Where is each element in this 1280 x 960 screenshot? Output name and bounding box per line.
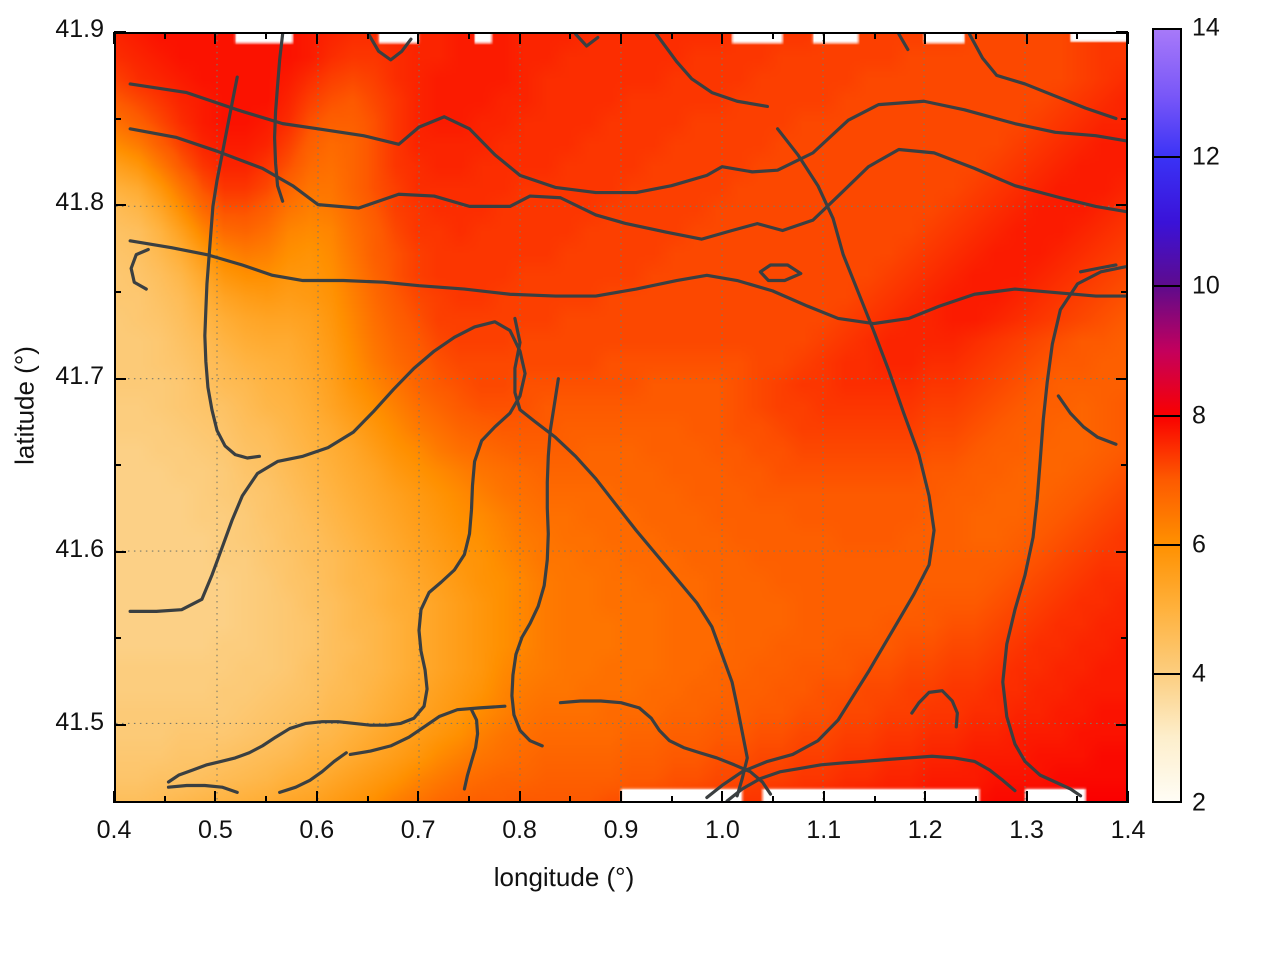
- y-tick-major-right: [1116, 31, 1128, 33]
- x-tick-minor-top: [670, 32, 673, 39]
- x-tick-minor-top: [974, 32, 977, 39]
- y-tick-major: [114, 31, 126, 33]
- x-tick-major-top: [721, 32, 724, 44]
- y-tick-major: [114, 377, 126, 380]
- x-tick-major: [417, 791, 420, 803]
- x-tick-minor: [467, 796, 470, 803]
- colorbar-tick-label: 4: [1192, 659, 1206, 688]
- colorbar-tick-label: 14: [1192, 13, 1220, 42]
- x-tick-minor: [772, 796, 775, 803]
- y-tick-major: [114, 204, 126, 207]
- x-tick-major-top: [113, 32, 115, 44]
- x-tick-label: 0.9: [603, 816, 639, 844]
- x-tick-label: 1.4: [1110, 816, 1146, 844]
- x-tick-major: [214, 791, 217, 803]
- x-tick-minor-top: [163, 32, 166, 39]
- x-tick-label: 1.1: [806, 816, 842, 844]
- x-axis-title: longitude (°): [493, 862, 635, 892]
- x-tick-label: 0.8: [502, 816, 537, 844]
- x-tick-label: 0.7: [400, 816, 436, 844]
- colorbar-tick: [1152, 156, 1182, 159]
- y-tick-minor: [114, 117, 121, 120]
- x-tick-major: [113, 791, 115, 803]
- y-tick-major: [114, 724, 126, 727]
- x-tick-major-top: [620, 32, 622, 44]
- x-tick-major: [721, 791, 724, 803]
- grid-lines: [116, 34, 1126, 801]
- y-tick-major-right: [1116, 377, 1128, 380]
- y-tick-label: 41.8: [55, 188, 104, 217]
- colorbar-tick-label: 8: [1192, 401, 1206, 429]
- colorbar-tick-label: 6: [1192, 530, 1206, 559]
- colorbar-tick: [1152, 543, 1182, 546]
- x-tick-minor: [670, 796, 673, 803]
- y-axis-title: latitude (°): [9, 346, 40, 465]
- x-tick-major-top: [924, 32, 927, 44]
- x-tick-minor-top: [467, 32, 470, 39]
- y-tick-minor: [114, 290, 121, 293]
- y-tick-major: [114, 550, 126, 553]
- heatmap-plot-area: [114, 32, 1128, 803]
- x-tick-minor: [366, 796, 369, 803]
- y-tick-label: 41.6: [55, 534, 104, 563]
- y-tick-major-right: [1116, 724, 1128, 727]
- x-tick-minor-top: [1076, 32, 1079, 39]
- x-tick-label: 1.3: [1009, 816, 1044, 844]
- x-tick-major: [1127, 791, 1129, 803]
- x-tick-major-top: [214, 32, 217, 44]
- colorbar-tick: [1152, 414, 1182, 417]
- x-tick-minor-top: [366, 32, 369, 39]
- contour-lines: [128, 34, 1126, 801]
- colorbar-tick-label: 2: [1192, 788, 1206, 817]
- y-tick-label: 41.9: [55, 15, 104, 43]
- y-tick-major-right: [1116, 204, 1128, 207]
- x-tick-major-top: [1127, 32, 1129, 44]
- x-tick-major: [1025, 791, 1028, 803]
- x-tick-minor: [163, 796, 166, 803]
- x-tick-minor: [569, 796, 572, 803]
- y-tick-minor-right: [1121, 464, 1128, 467]
- x-tick-major-top: [518, 32, 521, 44]
- x-tick-minor: [1076, 796, 1079, 803]
- x-tick-label: 0.5: [198, 816, 233, 844]
- y-tick-major-right: [1116, 550, 1128, 553]
- y-tick-minor-right: [1121, 117, 1128, 120]
- x-tick-label: 0.6: [299, 816, 335, 844]
- x-tick-major: [822, 791, 825, 803]
- colorbar-tick-label: 10: [1192, 271, 1220, 300]
- y-tick-minor-right: [1121, 637, 1128, 640]
- x-tick-major: [518, 791, 521, 803]
- x-tick-label: 1.0: [705, 816, 740, 844]
- y-tick-label: 41.7: [55, 361, 104, 390]
- y-tick-label: 41.5: [55, 708, 104, 737]
- x-tick-minor-top: [265, 32, 268, 39]
- y-tick-minor: [114, 464, 121, 467]
- colorbar-tick-label: 12: [1192, 142, 1220, 171]
- x-tick-minor: [873, 796, 876, 803]
- x-tick-minor-top: [772, 32, 775, 39]
- x-tick-minor-top: [569, 32, 572, 39]
- y-tick-minor: [114, 637, 121, 640]
- x-tick-major-top: [315, 32, 318, 44]
- x-tick-minor-top: [873, 32, 876, 39]
- x-tick-major-top: [822, 32, 825, 44]
- x-tick-major-top: [1025, 32, 1028, 44]
- colorbar-tick: [1152, 672, 1182, 675]
- x-tick-major: [620, 791, 622, 803]
- x-tick-major: [315, 791, 318, 803]
- x-tick-label: 1.2: [907, 816, 943, 844]
- x-tick-minor: [974, 796, 977, 803]
- x-tick-major: [924, 791, 927, 803]
- colorbar-tick: [1152, 285, 1182, 288]
- y-tick-minor-right: [1121, 290, 1128, 293]
- x-tick-major-top: [417, 32, 420, 44]
- x-tick-minor: [265, 796, 268, 803]
- x-tick-label: 0.4: [96, 816, 132, 844]
